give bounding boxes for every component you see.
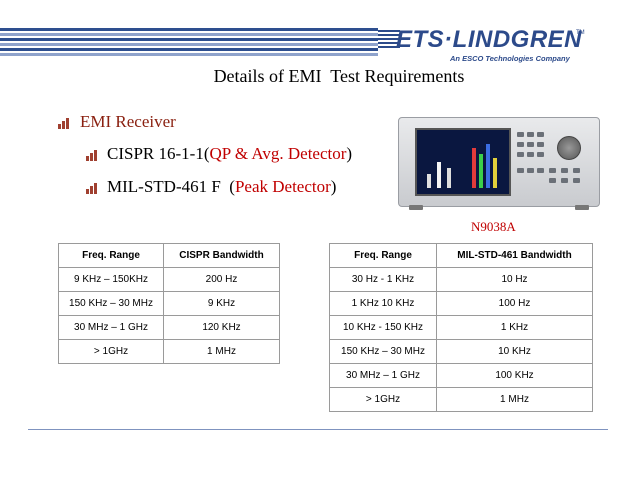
table-cell: 9 KHz – 150KHz — [58, 267, 164, 292]
emi-receiver-image — [398, 117, 600, 210]
table-cell: 30 MHz – 1 GHz — [58, 315, 164, 340]
table-cell: 100 KHz — [436, 363, 593, 388]
column-header: Freq. Range — [58, 243, 164, 268]
knob-icon — [557, 136, 581, 160]
table-cell: 9 KHz — [163, 291, 280, 316]
bullet-cispr-prefix: CISPR 16-1-1( — [107, 144, 210, 163]
cispr-table: Freq. Range CISPR Bandwidth 9 KHz – 150K… — [58, 243, 280, 364]
slide-title: Details of EMI Test Requirements — [0, 66, 638, 87]
table-row: 30 Hz - 1 KHz 10 Hz — [329, 267, 593, 292]
slide-title-text: Details of EMI Test Requirements — [213, 66, 465, 86]
table-row: 30 MHz – 1 GHz 100 KHz — [329, 363, 593, 388]
table-header-row: Freq. Range CISPR Bandwidth — [58, 243, 280, 268]
table-header-row: Freq. Range MIL-STD-461 Bandwidth — [329, 243, 593, 268]
instrument-panel — [515, 128, 591, 192]
table-row: > 1GHz 1 MHz — [58, 339, 280, 364]
logo-trademark: TM — [576, 30, 585, 36]
column-header: Freq. Range — [329, 243, 437, 268]
bullet-mil-detector: Peak Detector — [234, 177, 331, 196]
bullet-emi-receiver: EMI Receiver — [80, 112, 176, 131]
bullet-bars-icon — [86, 182, 100, 194]
column-header: MIL-STD-461 Bandwidth — [436, 243, 593, 268]
logo-text: ETS·LINDGREN — [396, 26, 582, 53]
table-row: 150 KHz – 30 MHz 10 KHz — [329, 339, 593, 364]
table-cell: 200 Hz — [163, 267, 280, 292]
table-cell: 150 KHz – 30 MHz — [58, 291, 164, 316]
instrument-screen — [415, 128, 511, 196]
bullet-mil-prefix: MIL-STD-461 F ( — [107, 177, 235, 196]
table-cell: 30 Hz - 1 KHz — [329, 267, 437, 292]
bullet-bars-icon — [86, 149, 100, 161]
table-cell: 100 Hz — [436, 291, 593, 316]
model-label: N9038A — [471, 219, 516, 234]
table-cell: 10 KHz — [436, 339, 593, 364]
logo-lines-icon — [378, 30, 400, 52]
bullet-cispr-detector: QP & Avg. Detector — [209, 144, 347, 163]
table-row: 1 KHz 10 KHz 100 Hz — [329, 291, 593, 316]
table-cell: 1 MHz — [163, 339, 280, 364]
table-cell: 1 KHz — [436, 315, 593, 340]
column-header: CISPR Bandwidth — [163, 243, 280, 268]
table-cell: 10 Hz — [436, 267, 593, 292]
header-stripes — [0, 28, 378, 58]
mil-std-table: Freq. Range MIL-STD-461 Bandwidth 30 Hz … — [329, 243, 593, 412]
table-cell: 150 KHz – 30 MHz — [329, 339, 437, 364]
bullet-cispr-suffix: ) — [346, 144, 353, 163]
table-cell: 30 MHz – 1 GHz — [329, 363, 437, 388]
table-cell: 120 KHz — [163, 315, 280, 340]
table-row: 30 MHz – 1 GHz 120 KHz — [58, 315, 280, 340]
bullet-mil-std: MIL-STD-461 F (Peak Detector) — [107, 177, 336, 197]
logo-subtitle: An ESCO Technologies Company — [450, 54, 570, 63]
table-row: > 1GHz 1 MHz — [329, 387, 593, 412]
table-row: 10 KHz - 150 KHz 1 KHz — [329, 315, 593, 340]
table-row: 150 KHz – 30 MHz 9 KHz — [58, 291, 280, 316]
table-cell: > 1GHz — [329, 387, 437, 412]
footer-divider — [28, 429, 608, 430]
table-cell: 10 KHz - 150 KHz — [329, 315, 437, 340]
company-logo: ETS·LINDGREN TM An ESCO Technologies Com… — [378, 26, 588, 66]
table-cell: > 1GHz — [58, 339, 164, 364]
table-cell: 1 MHz — [436, 387, 593, 412]
table-cell: 1 KHz 10 KHz — [329, 291, 437, 316]
bullet-bars-icon — [58, 117, 72, 129]
bullet-mil-suffix: ) — [330, 177, 337, 196]
bullet-cispr: CISPR 16-1-1(QP & Avg. Detector) — [107, 144, 352, 164]
table-row: 9 KHz – 150KHz 200 Hz — [58, 267, 280, 292]
